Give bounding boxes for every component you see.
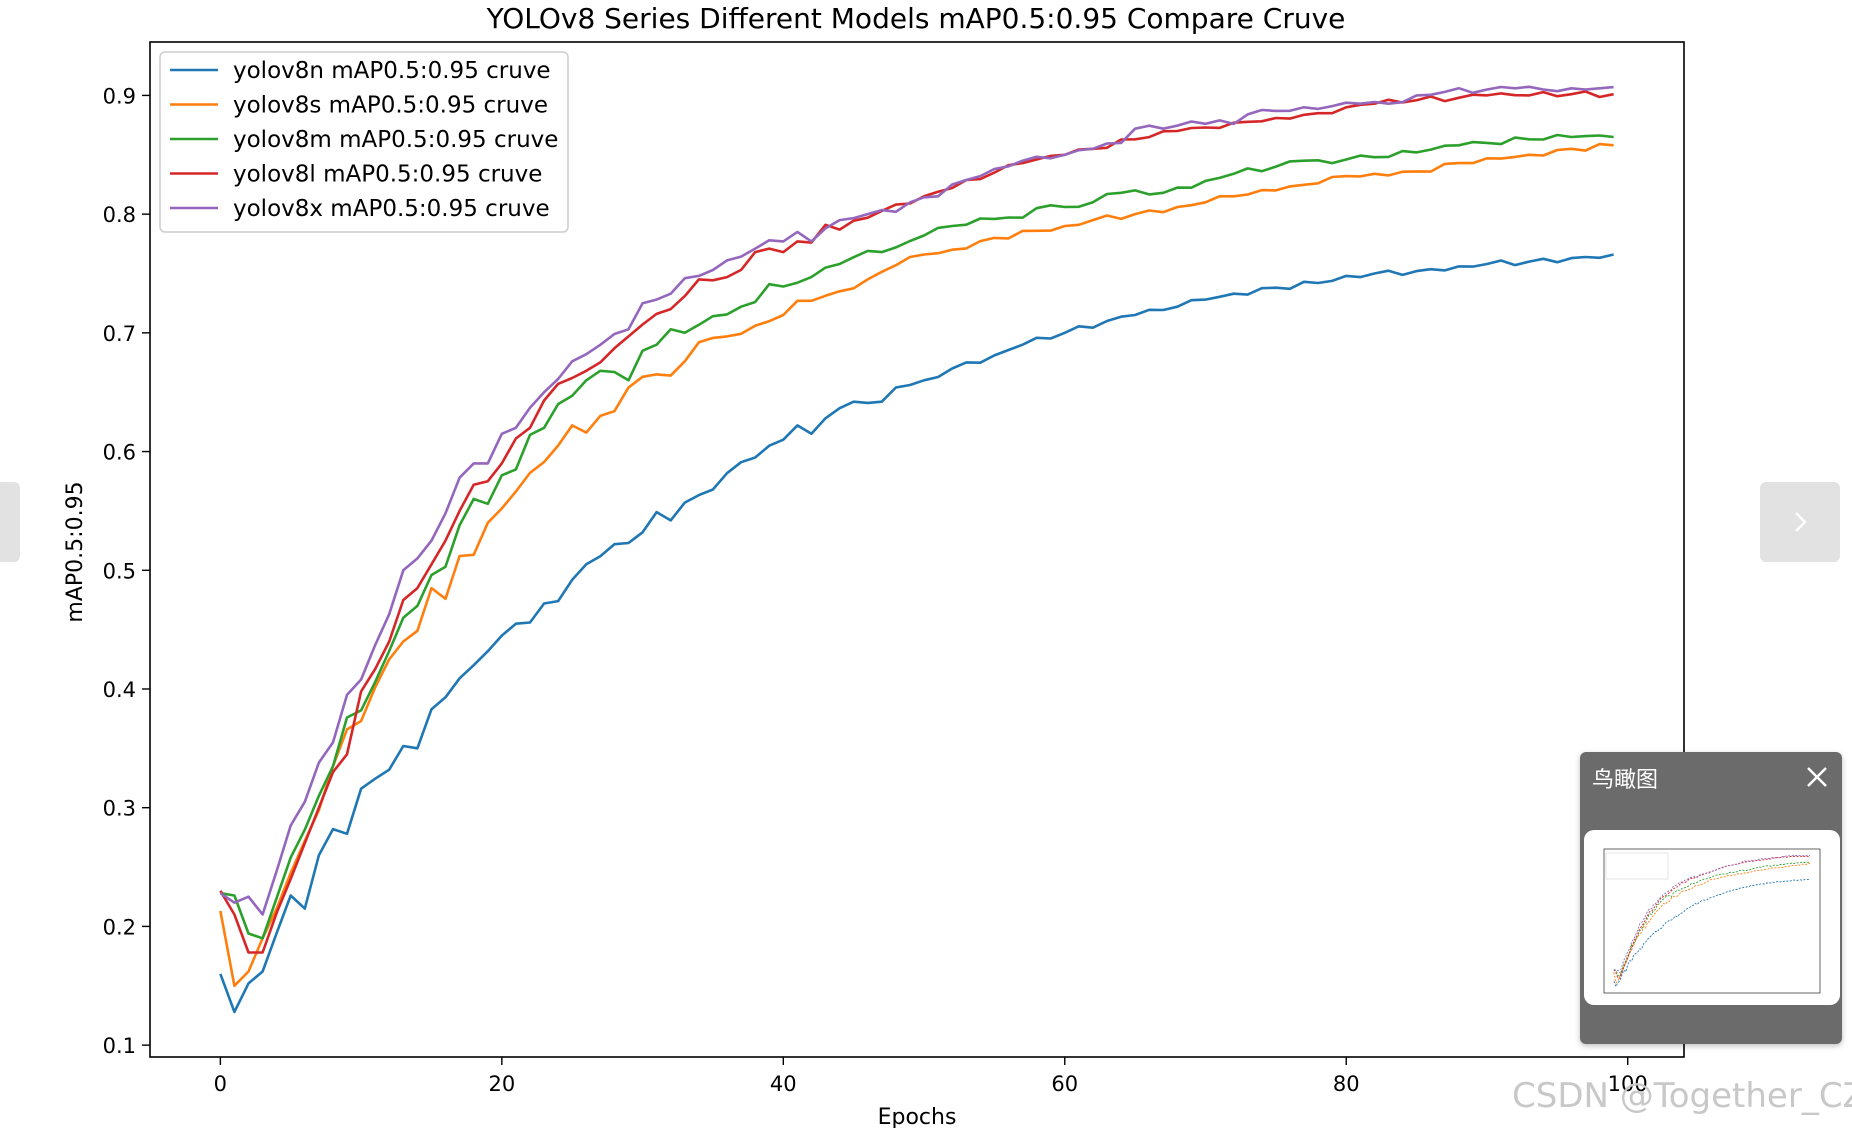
legend-entry: yolov8x mAP0.5:0.95 cruve: [233, 196, 550, 222]
x-tick-label: 20: [488, 1072, 515, 1096]
y-tick-label: 0.6: [103, 441, 136, 465]
y-tick-label: 0.9: [103, 84, 136, 108]
watermark: CSDN @Together_CZ: [1512, 1076, 1852, 1116]
next-image-button[interactable]: [1760, 482, 1840, 562]
x-tick-label: 60: [1051, 1072, 1078, 1096]
legend-entry: yolov8m mAP0.5:0.95 cruve: [233, 127, 558, 153]
x-tick-label: 0: [214, 1072, 227, 1096]
y-axis-label: mAP0.5:0.95: [63, 481, 88, 622]
thumb-series-line: [1613, 861, 1811, 977]
thumb-series-line: [1613, 878, 1811, 988]
series-lines: [219, 85, 1614, 1014]
series-line-2: [219, 142, 1614, 988]
close-icon: [1807, 767, 1827, 787]
birdseye-thumbnail[interactable]: [1584, 830, 1840, 1005]
series-line-1: [219, 253, 1614, 1014]
thumb-legend: [1605, 852, 1669, 880]
chevron-right-icon: [1795, 512, 1807, 532]
plot-frame: [149, 41, 1685, 1058]
legend-entry: yolov8l mAP0.5:0.95 cruve: [233, 162, 542, 188]
legend-box: [159, 51, 569, 233]
birdseye-close-button[interactable]: [1800, 760, 1834, 794]
birdseye-title: 鸟瞰图: [1592, 768, 1659, 793]
birdseye-thumbnail-chart: [1603, 848, 1821, 994]
series-line-3: [220, 133, 1614, 940]
x-axis-ticks: 0 20 40 60 80 100: [214, 1057, 1648, 1096]
thumb-series-line: [1613, 854, 1811, 974]
y-tick-label: 0.1: [103, 1034, 136, 1058]
y-tick-label: 0.4: [103, 678, 136, 702]
y-tick-label: 0.3: [103, 797, 136, 821]
birdseye-panel: 鸟瞰图: [1580, 752, 1842, 1044]
y-tick-label: 0.5: [103, 559, 136, 583]
x-tick-label: 80: [1333, 1072, 1360, 1096]
y-axis-ticks: 0.1 0.2 0.3 0.4 0.5 0.6 0.7 0.8 0.9: [103, 84, 150, 1058]
y-tick-label: 0.7: [103, 322, 136, 346]
y-tick-label: 0.8: [103, 203, 136, 227]
thumb-series-line: [1613, 863, 1811, 984]
x-tick-label: 100: [1608, 1072, 1648, 1096]
series-line-5: [219, 85, 1614, 916]
x-axis-label: Epochs: [878, 1105, 957, 1128]
chart-title: YOLOv8 Series Different Models mAP0.5:0.…: [486, 2, 1346, 35]
previous-image-button[interactable]: [0, 482, 20, 562]
legend-entry: yolov8n mAP0.5:0.95 cruve: [233, 58, 551, 84]
legend-entry: yolov8s mAP0.5:0.95 cruve: [233, 93, 548, 119]
y-tick-label: 0.2: [103, 915, 136, 939]
x-tick-label: 40: [770, 1072, 797, 1096]
thumb-frame: [1603, 848, 1821, 994]
legend: yolov8n mAP0.5:0.95 cruve yolov8s mAP0.5:…: [159, 51, 569, 233]
